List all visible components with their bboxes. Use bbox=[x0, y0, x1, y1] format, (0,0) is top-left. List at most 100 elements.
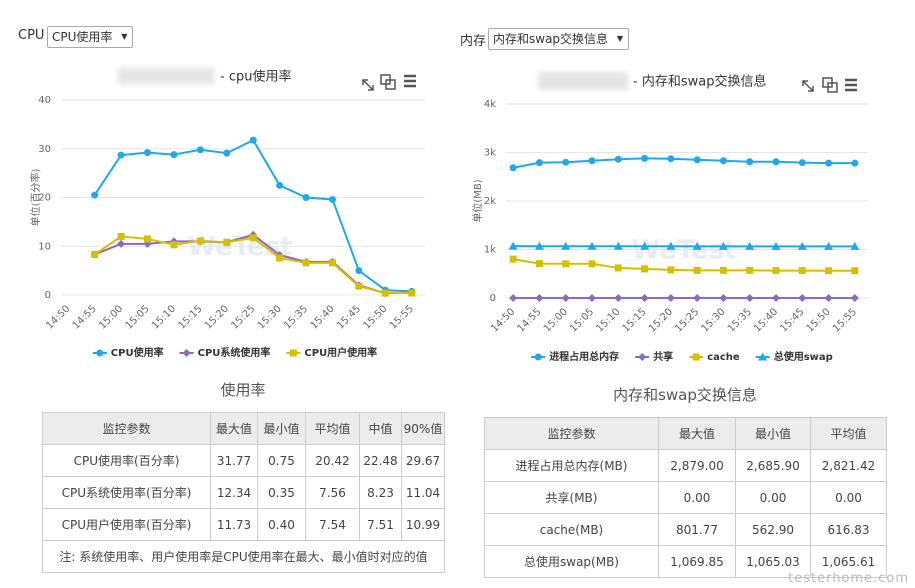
point bbox=[614, 294, 623, 302]
table-cell: 11.04 bbox=[401, 476, 445, 509]
x-tick-label: 14:50 bbox=[44, 303, 72, 331]
header-cell: 中值 bbox=[359, 412, 402, 445]
table-cell: 0.00 bbox=[735, 481, 811, 514]
x-tick-label: 15:50 bbox=[805, 306, 833, 334]
header-cell: 监控参数 bbox=[484, 417, 659, 450]
legend-item: CPU使用率 bbox=[92, 346, 164, 359]
point bbox=[718, 241, 728, 250]
table-cell: 7.56 bbox=[305, 476, 360, 509]
table-cell: 1,069.85 bbox=[658, 545, 736, 578]
note-cell: 注: 系统使用率、用户使用率是CPU使用率在最大、最小值时对应的值 bbox=[42, 540, 445, 573]
watermark: testerhome.com bbox=[788, 571, 909, 586]
x-tick-label: 15:25 bbox=[229, 303, 257, 331]
y-axis-label: 单位(MB) bbox=[471, 179, 484, 222]
table-cell: 616.83 bbox=[810, 513, 887, 546]
table-row: CPU使用率(百分率) 31.77 0.75 20.42 22.48 29.67 bbox=[42, 444, 445, 477]
x-tick-label: 15:45 bbox=[335, 303, 363, 331]
point bbox=[772, 267, 780, 275]
table-cell: 11.73 bbox=[210, 508, 258, 541]
point bbox=[249, 136, 257, 144]
point bbox=[91, 191, 99, 199]
chart-watermark: WeTest bbox=[187, 232, 292, 262]
table-cell: 0.40 bbox=[257, 508, 306, 541]
point bbox=[850, 294, 859, 302]
table-cell: 0.75 bbox=[257, 444, 306, 477]
table-cell: 1,065.03 bbox=[735, 545, 811, 578]
table-row: cache(MB) 801.77 562.90 616.83 bbox=[484, 513, 887, 546]
x-tick-label: 15:15 bbox=[621, 306, 649, 334]
point bbox=[561, 294, 570, 302]
x-tick-label: 14:55 bbox=[516, 306, 544, 334]
y-tick-label: 40 bbox=[38, 95, 51, 106]
table-cell: cache(MB) bbox=[484, 513, 659, 546]
chart-title: - cpu使用率 bbox=[220, 69, 291, 85]
legend-label: 共享 bbox=[653, 350, 673, 363]
x-tick-label: 15:55 bbox=[388, 303, 416, 331]
point bbox=[746, 266, 754, 274]
legend-symbol bbox=[182, 349, 191, 357]
x-tick-label: 15:35 bbox=[726, 306, 754, 334]
point bbox=[666, 241, 676, 250]
point bbox=[329, 195, 336, 203]
point bbox=[535, 159, 543, 167]
point bbox=[561, 241, 571, 250]
point bbox=[144, 235, 151, 243]
header-row: 监控参数 最大值 最小值 平均值 中值 90%值 bbox=[42, 412, 445, 445]
point bbox=[329, 259, 336, 267]
chart-title: - 内存和swap交换信息 bbox=[633, 74, 766, 90]
table-title: 内存和swap交换信息 bbox=[613, 386, 757, 404]
y-tick-label: 4k bbox=[484, 99, 496, 110]
point bbox=[693, 294, 702, 302]
point bbox=[196, 146, 204, 154]
point bbox=[509, 255, 517, 263]
point bbox=[509, 164, 517, 172]
x-tick-label: 15:00 bbox=[97, 303, 125, 331]
point bbox=[276, 181, 284, 189]
header-cell: 最大值 bbox=[658, 417, 736, 450]
point bbox=[302, 194, 310, 201]
table-cell: 20.42 bbox=[305, 444, 360, 477]
y-tick-label: 2k bbox=[484, 196, 496, 207]
y-tick-label: 3k bbox=[484, 148, 496, 159]
point bbox=[614, 264, 622, 272]
point bbox=[534, 241, 544, 250]
stats-table: 监控参数 最大值 最小值 平均值 进程占用总内存(MB) 2,879.00 2,685.90… bbox=[484, 417, 887, 578]
toolbar[interactable] bbox=[362, 74, 857, 93]
legend-symbol bbox=[692, 353, 700, 361]
point bbox=[355, 267, 363, 275]
table-cell: 7.51 bbox=[359, 508, 402, 541]
memory-select[interactable]: 内存和swap交换信息 bbox=[488, 28, 630, 50]
table-cell: 2,821.42 bbox=[810, 449, 887, 482]
point bbox=[641, 265, 649, 273]
point bbox=[693, 156, 701, 164]
point bbox=[562, 260, 570, 268]
point bbox=[825, 267, 833, 275]
y-tick-label: 1k bbox=[484, 245, 496, 256]
note-row: 注: 系统使用率、用户使用率是CPU使用率在最大、最小值时对应的值 bbox=[42, 540, 445, 573]
point bbox=[249, 234, 257, 242]
x-tick-label: 15:05 bbox=[568, 306, 596, 334]
point bbox=[719, 294, 728, 302]
point bbox=[667, 155, 675, 163]
legend-symbol bbox=[758, 352, 768, 361]
x-tick-label: 15:15 bbox=[176, 303, 204, 331]
legend-label: 总使用swap bbox=[774, 350, 833, 363]
table-row: 共享(MB) 0.00 0.00 0.00 bbox=[484, 481, 887, 514]
legend-item: 总使用swap bbox=[755, 350, 833, 363]
point bbox=[824, 241, 834, 250]
point bbox=[302, 259, 310, 267]
point bbox=[117, 239, 126, 248]
table-cell: 0.00 bbox=[810, 481, 887, 514]
x-tick-label: 15:25 bbox=[673, 306, 701, 334]
y-tick-label: 20 bbox=[38, 193, 51, 204]
cpu-label: CPU bbox=[18, 28, 45, 43]
table-cell: 0.00 bbox=[658, 481, 736, 514]
point bbox=[509, 294, 518, 302]
header-cell: 最小值 bbox=[735, 417, 811, 450]
y-tick-label: 0 bbox=[490, 293, 496, 304]
cpu-select[interactable]: CPU使用率 bbox=[47, 26, 134, 48]
table-cell: 7.54 bbox=[305, 508, 360, 541]
series-line bbox=[512, 157, 855, 169]
point bbox=[825, 159, 833, 167]
header-row: 监控参数 最大值 最小值 平均值 bbox=[484, 417, 887, 450]
